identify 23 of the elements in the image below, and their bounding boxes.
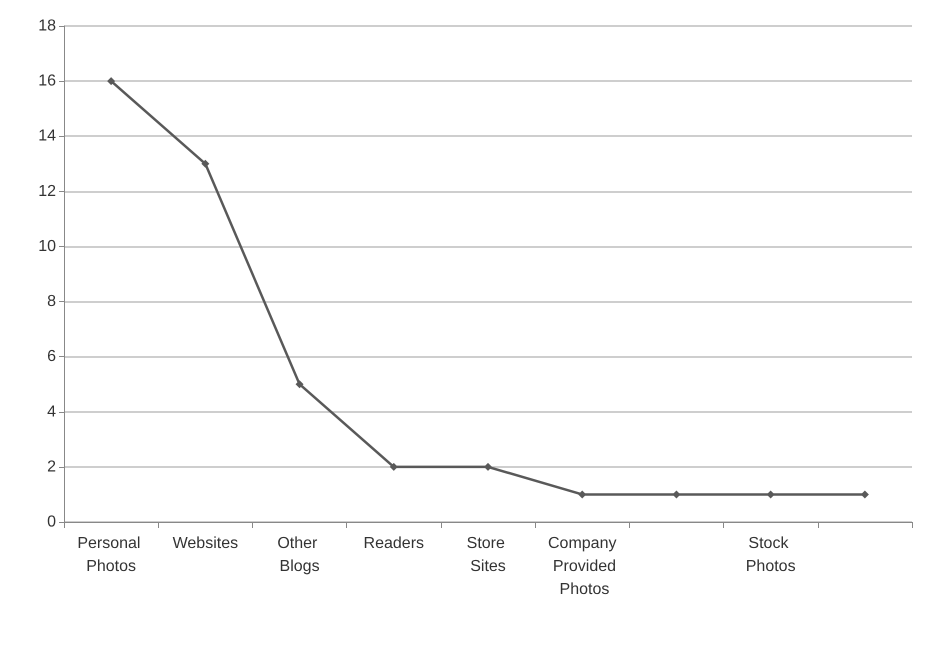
- y-tick-label: 2: [47, 458, 56, 476]
- x-tick-label: Other Blogs: [277, 535, 322, 575]
- y-tick-label: 8: [47, 293, 56, 310]
- x-tick-label: Stock Photos: [746, 535, 796, 575]
- point: [390, 462, 398, 471]
- y-tick-label: 18: [38, 18, 56, 34]
- x-tick-label: Store Sites: [466, 535, 510, 575]
- y-tick-label: 0: [47, 514, 56, 530]
- x-tick-label: Websites: [172, 535, 238, 552]
- y-tick-label: 16: [38, 72, 56, 90]
- x-tick-label: Company Provided Photos: [548, 535, 616, 598]
- x-tick-label: Readers: [364, 535, 424, 552]
- x-tick-label: Personal Photos: [77, 535, 145, 575]
- y-tick-label: 6: [47, 348, 56, 366]
- point: [578, 490, 586, 498]
- point: [484, 462, 492, 471]
- point: [107, 77, 116, 86]
- point: [201, 160, 210, 168]
- y-tick-label: 14: [38, 128, 56, 145]
- point: [296, 380, 304, 388]
- y-tick-label: 4: [47, 403, 56, 420]
- y-tick-label: 10: [38, 238, 56, 255]
- y-tick-label: 12: [38, 182, 56, 200]
